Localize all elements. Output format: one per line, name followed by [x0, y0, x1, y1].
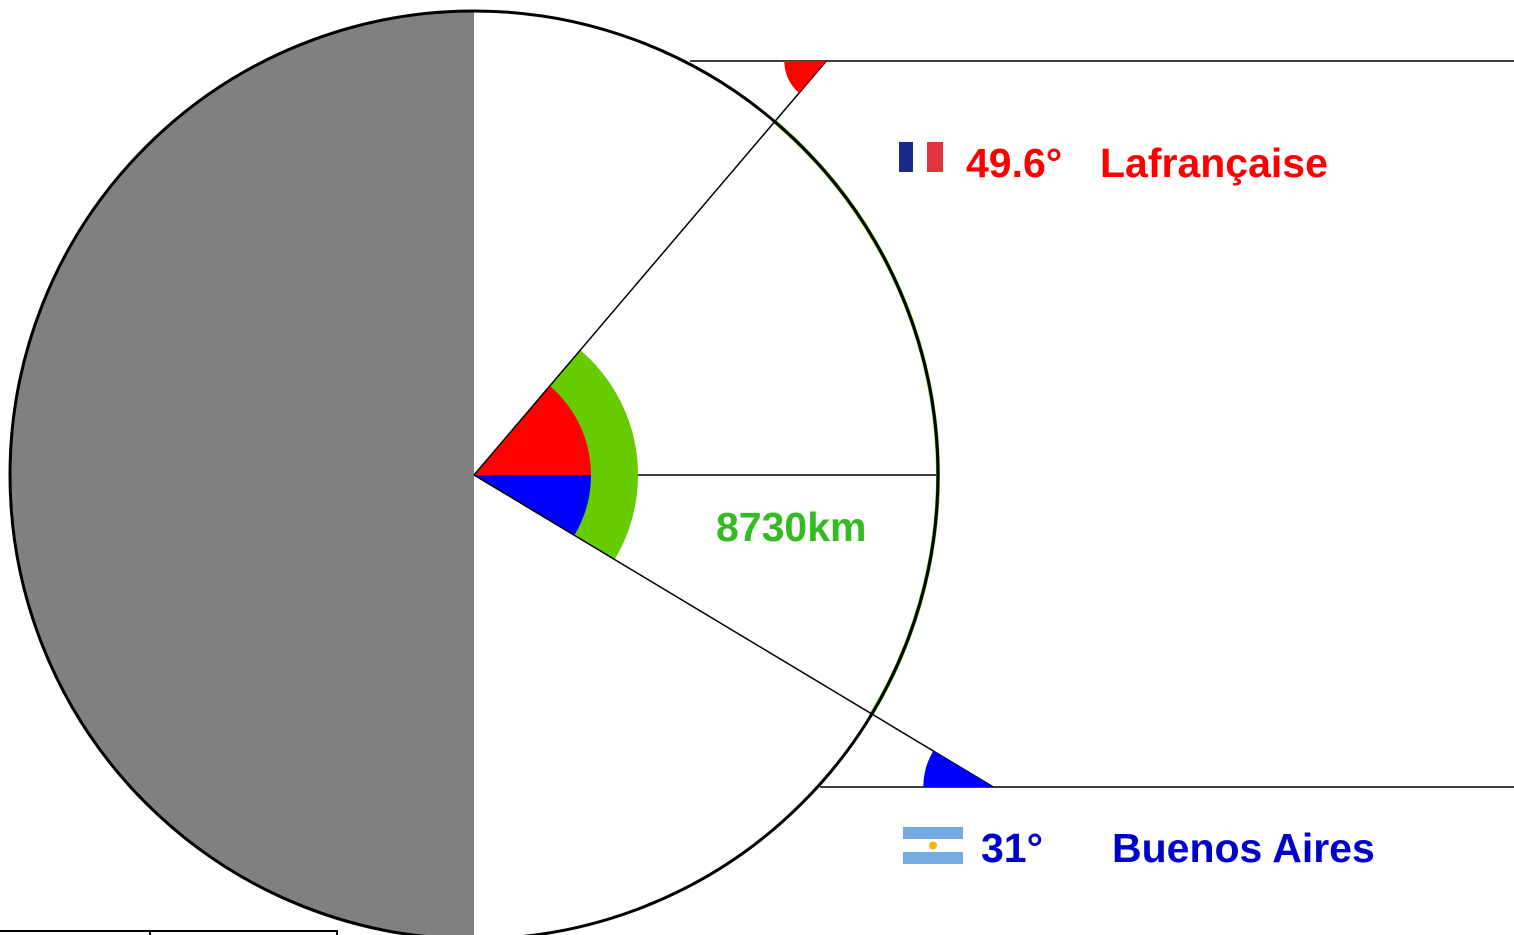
sun-angle-marker-buenos-aires [923, 750, 994, 787]
earth-outline [8, 9, 940, 935]
latitude-label-buenos-aires: 31° [981, 825, 1043, 871]
latitude-angle-lafrancaise-wedge [474, 385, 591, 475]
latitude-angle-buenos-aires-wedge [474, 475, 591, 536]
corner-table-fragment [0, 930, 338, 935]
radius-line-buenos-aires [473, 474, 994, 788]
place-name-lafrancaise: Lafrançaise [1100, 140, 1328, 186]
radius-line-lafrancaise [473, 60, 827, 476]
place-name-buenos-aires: Buenos Aires [1112, 825, 1375, 871]
earth-night-side [10, 11, 474, 935]
sun-angle-marker-lafrancaise [784, 61, 827, 93]
argentina-flag-icon [903, 827, 963, 864]
latitude-label-lafrancaise: 49.6° [966, 140, 1062, 186]
france-flag-icon [899, 142, 943, 172]
distance-label: 8730km [716, 504, 866, 550]
